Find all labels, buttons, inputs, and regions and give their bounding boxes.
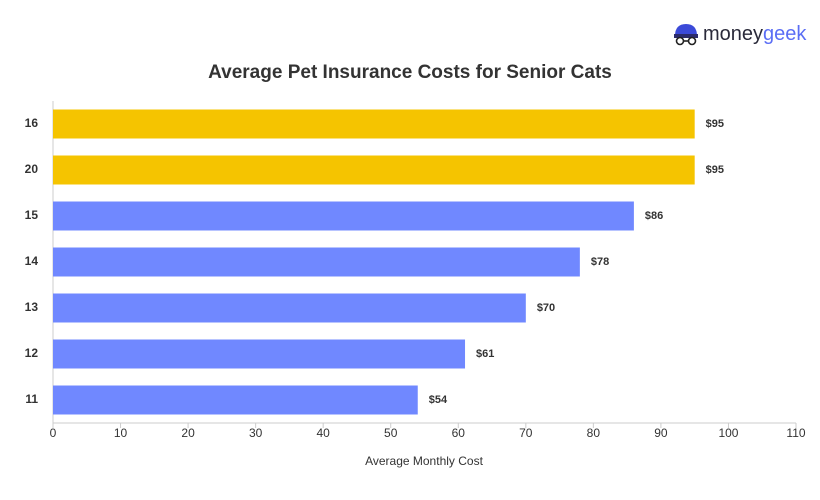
chart-title: Average Pet Insurance Costs for Senior C… xyxy=(208,62,612,83)
x-tick-label: 80 xyxy=(587,426,601,440)
value-label: $70 xyxy=(537,302,555,314)
x-tick-label: 70 xyxy=(519,426,533,440)
bar xyxy=(53,247,580,277)
bar xyxy=(53,339,466,369)
logo-icon xyxy=(674,24,698,46)
logo-text: money xyxy=(703,23,763,45)
y-tick-label: 15 xyxy=(25,208,39,222)
value-label: $86 xyxy=(645,210,663,222)
value-label: $95 xyxy=(706,164,724,176)
bar xyxy=(53,385,418,415)
value-label: $54 xyxy=(429,394,448,406)
value-label: $95 xyxy=(706,118,724,130)
y-tick-label: 12 xyxy=(25,346,39,360)
value-label: $78 xyxy=(591,256,609,268)
bar xyxy=(53,201,634,231)
value-label: $61 xyxy=(476,348,494,360)
x-axis-label: Average Monthly Cost xyxy=(365,454,484,468)
x-tick-label: 30 xyxy=(249,426,263,440)
x-tick-label: 40 xyxy=(317,426,331,440)
logo-text: geek xyxy=(763,23,807,45)
bar xyxy=(53,293,526,323)
x-tick-label: 50 xyxy=(384,426,398,440)
bar xyxy=(53,109,695,139)
logo: moneygeek xyxy=(703,23,807,45)
y-tick-label: 20 xyxy=(25,162,39,176)
bar xyxy=(53,155,695,185)
x-tick-label: 60 xyxy=(452,426,466,440)
y-tick-label: 14 xyxy=(25,254,39,268)
x-tick-label: 110 xyxy=(786,426,805,440)
y-tick-label: 16 xyxy=(25,116,39,130)
x-tick-label: 10 xyxy=(114,426,128,440)
x-tick-label: 0 xyxy=(50,426,57,440)
x-tick-label: 20 xyxy=(181,426,195,440)
y-tick-label: 11 xyxy=(25,392,38,406)
y-tick-label: 13 xyxy=(25,300,39,314)
x-tick-label: 90 xyxy=(654,426,668,440)
x-tick-label: 100 xyxy=(718,426,738,440)
